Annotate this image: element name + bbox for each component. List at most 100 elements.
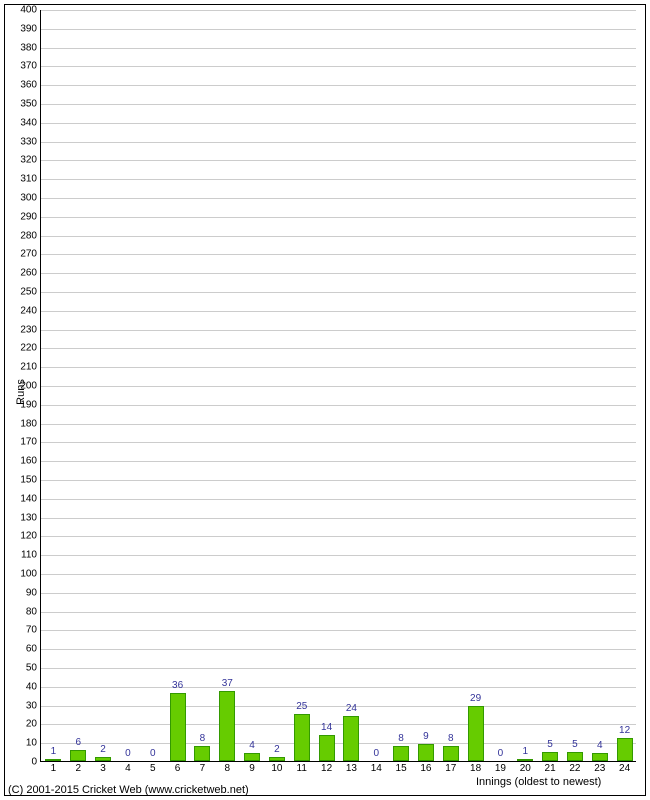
bar-value-label: 29: [470, 693, 481, 704]
y-tick-label: 50: [26, 663, 41, 674]
gridline-h: [41, 29, 636, 30]
x-tick-label: 21: [545, 761, 556, 774]
y-tick-label: 400: [20, 5, 41, 16]
bar: [170, 693, 186, 761]
gridline-h: [41, 424, 636, 425]
gridline-h: [41, 198, 636, 199]
bar: [542, 752, 558, 761]
bar-value-label: 0: [373, 748, 379, 759]
y-tick-label: 30: [26, 700, 41, 711]
x-tick-label: 4: [125, 761, 131, 774]
gridline-h: [41, 104, 636, 105]
x-tick-label: 24: [619, 761, 630, 774]
gridline-h: [41, 217, 636, 218]
x-tick-label: 10: [271, 761, 282, 774]
y-tick-label: 240: [20, 305, 41, 316]
y-tick-label: 10: [26, 738, 41, 749]
y-tick-label: 310: [20, 174, 41, 185]
bar-value-label: 5: [547, 739, 553, 750]
y-tick-label: 110: [21, 550, 41, 561]
x-tick-label: 17: [445, 761, 456, 774]
gridline-h: [41, 66, 636, 67]
chart-container: 0102030405060708090100110120130140150160…: [0, 0, 650, 800]
gridline-h: [41, 348, 636, 349]
x-tick-label: 6: [175, 761, 181, 774]
bar-value-label: 12: [619, 725, 630, 736]
bar: [294, 714, 310, 761]
gridline-h: [41, 48, 636, 49]
y-tick-label: 380: [20, 42, 41, 53]
y-tick-label: 390: [20, 23, 41, 34]
bar-value-label: 8: [398, 733, 404, 744]
bar-value-label: 2: [274, 744, 280, 755]
bar-value-label: 8: [200, 733, 206, 744]
gridline-h: [41, 386, 636, 387]
x-tick-label: 18: [470, 761, 481, 774]
bar: [468, 706, 484, 761]
x-tick-label: 15: [396, 761, 407, 774]
gridline-h: [41, 630, 636, 631]
bar: [219, 691, 235, 761]
y-tick-label: 280: [20, 230, 41, 241]
bar-value-label: 36: [172, 680, 183, 691]
bar: [443, 746, 459, 761]
gridline-h: [41, 536, 636, 537]
gridline-h: [41, 160, 636, 161]
x-tick-label: 2: [75, 761, 81, 774]
x-tick-label: 12: [321, 761, 332, 774]
gridline-h: [41, 179, 636, 180]
plot-area: 0102030405060708090100110120130140150160…: [40, 10, 636, 762]
x-tick-label: 8: [224, 761, 230, 774]
bar-value-label: 0: [125, 748, 131, 759]
x-tick-label: 7: [200, 761, 206, 774]
y-tick-label: 80: [26, 606, 41, 617]
bar: [567, 752, 583, 761]
gridline-h: [41, 480, 636, 481]
gridline-h: [41, 649, 636, 650]
gridline-h: [41, 123, 636, 124]
gridline-h: [41, 142, 636, 143]
gridline-h: [41, 442, 636, 443]
bar-value-label: 37: [222, 678, 233, 689]
y-tick-label: 270: [20, 249, 41, 260]
y-tick-label: 60: [26, 644, 41, 655]
bar: [418, 744, 434, 761]
bar-value-label: 6: [75, 737, 81, 748]
gridline-h: [41, 405, 636, 406]
y-tick-label: 120: [20, 531, 41, 542]
gridline-h: [41, 10, 636, 11]
gridline-h: [41, 612, 636, 613]
x-tick-label: 3: [100, 761, 106, 774]
bar-value-label: 8: [448, 733, 454, 744]
y-tick-label: 300: [20, 193, 41, 204]
x-tick-label: 14: [371, 761, 382, 774]
x-tick-label: 20: [520, 761, 531, 774]
y-tick-label: 40: [26, 681, 41, 692]
bar-value-label: 25: [296, 701, 307, 712]
bar-value-label: 24: [346, 703, 357, 714]
y-axis-label: Runs: [15, 379, 27, 405]
y-tick-label: 230: [20, 324, 41, 335]
bar: [244, 753, 260, 761]
bar-value-label: 4: [249, 740, 255, 751]
y-tick-label: 140: [20, 493, 41, 504]
bar-value-label: 0: [150, 748, 156, 759]
gridline-h: [41, 254, 636, 255]
gridline-h: [41, 273, 636, 274]
bar: [617, 738, 633, 761]
x-tick-label: 13: [346, 761, 357, 774]
gridline-h: [41, 85, 636, 86]
y-tick-label: 90: [26, 587, 41, 598]
y-tick-label: 220: [20, 343, 41, 354]
y-tick-label: 130: [20, 512, 41, 523]
bar-value-label: 14: [321, 722, 332, 733]
gridline-h: [41, 367, 636, 368]
copyright-text: (C) 2001-2015 Cricket Web (www.cricketwe…: [8, 784, 249, 796]
gridline-h: [41, 311, 636, 312]
gridline-h: [41, 461, 636, 462]
gridline-h: [41, 518, 636, 519]
bar-value-label: 1: [51, 746, 57, 757]
bar-value-label: 9: [423, 731, 429, 742]
bar-value-label: 4: [597, 740, 603, 751]
gridline-h: [41, 687, 636, 688]
